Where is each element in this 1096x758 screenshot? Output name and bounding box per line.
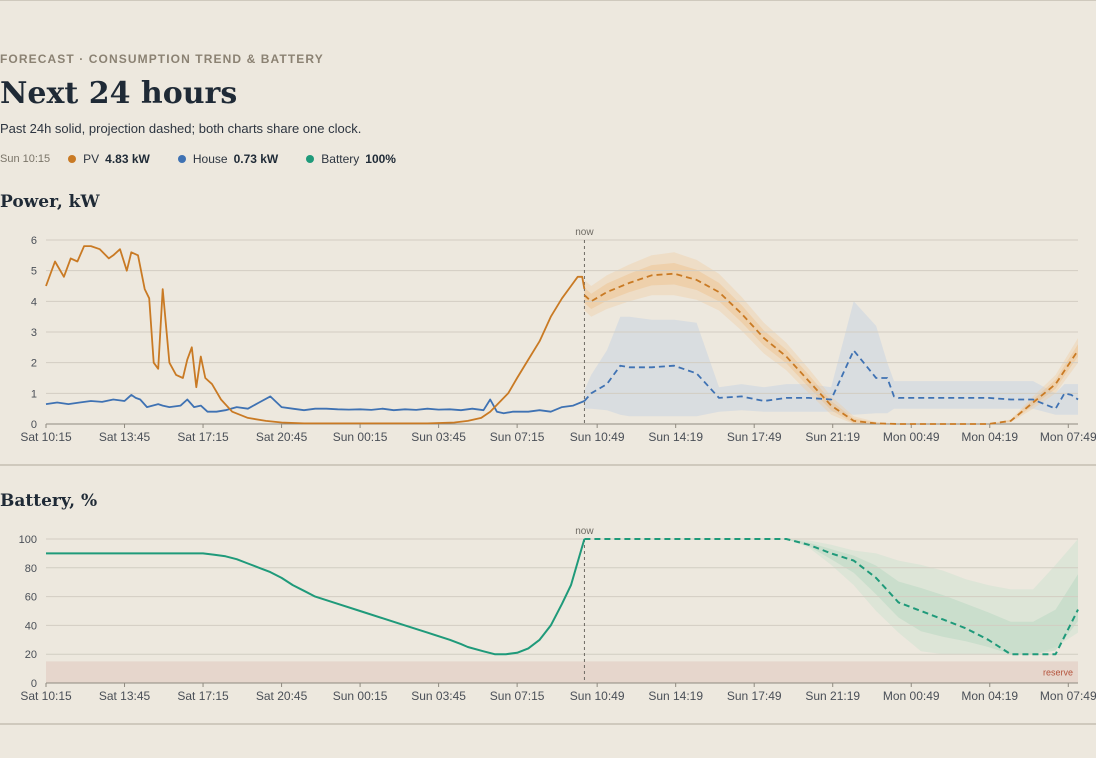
now-label: now [575,227,594,238]
x-tick-label: Sat 17:15 [177,689,229,703]
x-tick-label: Sun 21:19 [805,430,860,444]
x-tick-label: Sun 14:19 [648,430,703,444]
house-dot-icon [177,155,186,163]
legend-battery: Battery 100% [306,152,396,166]
pv-dot-icon [68,155,77,163]
battery-chart-title: Battery, % [0,491,98,511]
pv-forecast-band-outer [584,252,1078,424]
page-eyebrow: FORECAST · CONSUMPTION TREND & BATTERY [0,52,324,66]
legend-pv: PV 4.83 kW [68,152,150,166]
now-label: now [575,526,594,537]
section-divider [0,464,1096,466]
y-tick-label: 6 [31,235,37,247]
power-chart-title: Power, kW [0,192,100,212]
x-tick-label: Sun 07:15 [490,430,545,444]
legend-house-label: House [192,152,228,166]
x-tick-label: Sat 17:15 [177,430,229,444]
battery-past-line [46,538,586,656]
x-tick-label: Sun 10:49 [570,689,625,703]
pv-forecast-line [583,272,1079,425]
y-tick-label: 80 [25,563,37,575]
y-tick-label: 3 [31,327,37,339]
house-forecast-band [584,301,1078,417]
y-tick-label: 100 [19,534,37,546]
pv-past-line [45,245,586,425]
x-tick-label: Sat 20:45 [256,430,308,444]
y-tick-label: 20 [25,649,37,661]
pv-forecast-band-inner [584,263,1078,424]
legend-house: House 0.73 kW [177,152,279,166]
x-tick-label: Sun 14:19 [648,689,703,703]
y-tick-label: 1 [31,388,37,400]
x-tick-label: Sat 20:45 [256,689,308,703]
legend-pv-value: 4.83 kW [105,152,150,166]
x-tick-label: Sun 17:49 [727,689,782,703]
reserve-zone [46,661,1078,683]
x-tick-label: Mon 04:19 [961,430,1018,444]
x-tick-label: Sun 10:49 [570,430,625,444]
x-tick-label: Mon 07:49 [1040,430,1096,444]
y-tick-label: 0 [31,419,37,431]
y-tick-label: 4 [31,296,37,308]
x-tick-label: Sun 00:15 [333,689,388,703]
y-tick-label: 5 [31,266,37,278]
current-time: Sun 10:15 [0,153,51,165]
x-tick-label: Sat 10:15 [20,430,72,444]
x-tick-label: Sun 21:19 [805,689,860,703]
page-subtitle: Past 24h solid, projection dashed; both … [0,121,362,136]
y-tick-label: 2 [31,358,37,370]
x-tick-label: Mon 00:49 [883,689,940,703]
battery-chart: 0 20 40 60 80 100 Sat 10:15 Sat 13:45 Sat 17:15 S… [19,526,1096,703]
x-tick-label: Sat 13:45 [99,689,151,703]
power-chart: 0 1 2 3 4 5 6 Sat 10:15 Sat 13:45 Sat 17:15 Sat 20… [20,227,1096,444]
legend-house-value: 0.73 kW [233,152,279,166]
x-tick-label: Sun 17:49 [727,430,782,444]
y-tick-label: 40 [25,620,37,632]
x-tick-label: Sun 07:15 [490,689,545,703]
x-tick-label: Sat 10:15 [20,689,72,703]
reserve-label: reserve [1043,667,1073,677]
x-tick-label: Mon 00:49 [883,430,940,444]
x-tick-label: Sat 13:45 [99,430,151,444]
x-tick-label: Sun 03:45 [411,689,466,703]
x-tick-label: Sun 03:45 [411,430,466,444]
current-readings: Sun 10:15 PV 4.83 kW House 0.73 kW Batte… [0,152,424,166]
legend-pv-label: PV [83,152,100,166]
page-title: Next 24 hours [0,76,238,111]
x-tick-label: Mon 04:19 [961,689,1018,703]
battery-dot-icon [306,155,315,163]
bottom-divider [0,723,1096,725]
battery-forecast-line [584,538,1079,656]
legend-battery-value: 100% [365,152,396,166]
x-tick-label: Sun 00:15 [333,430,388,444]
y-tick-label: 0 [31,678,37,690]
top-rule [0,0,1096,1]
legend-battery-label: Battery [321,152,360,166]
house-past-line [45,394,585,415]
x-tick-label: Mon 07:49 [1040,689,1096,703]
y-tick-label: 60 [25,592,37,604]
